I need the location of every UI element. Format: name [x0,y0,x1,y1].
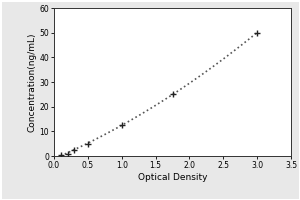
Point [85,142,90,145]
Point [119,124,124,127]
X-axis label: Optical Density: Optical Density [138,173,207,182]
Point [58,153,63,156]
Y-axis label: Concentration(ng/mL): Concentration(ng/mL) [28,32,37,132]
Point [255,31,260,34]
Point [72,148,77,151]
Point [170,93,175,96]
Point [65,152,70,155]
